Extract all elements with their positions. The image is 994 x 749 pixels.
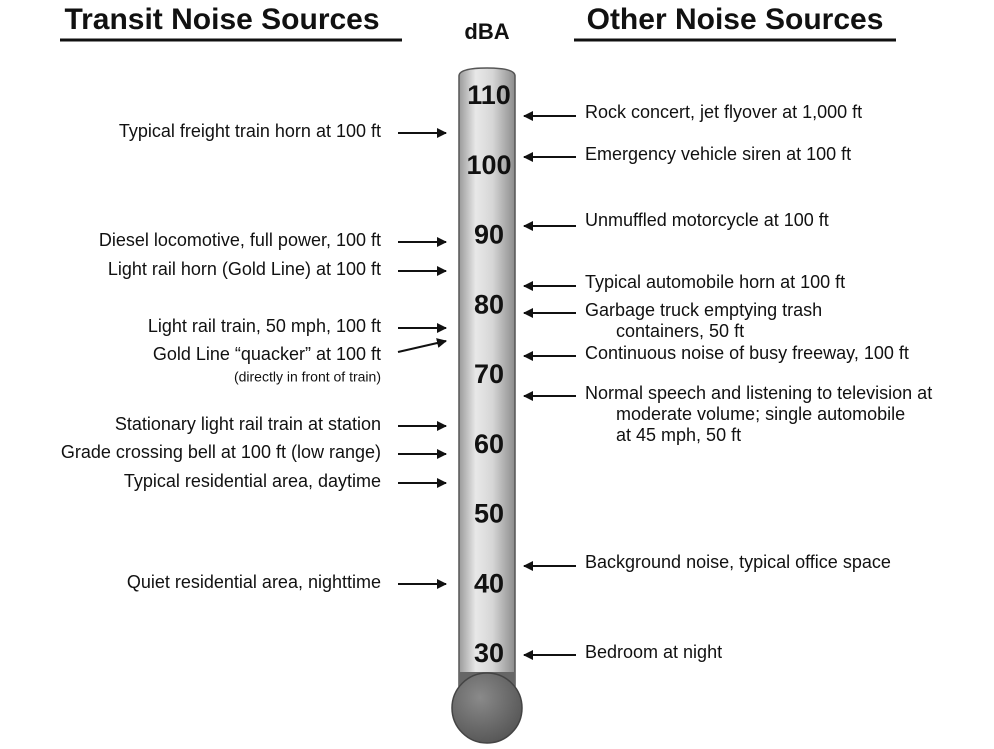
- source-label: Continuous noise of busy freeway, 100 ft: [585, 343, 909, 363]
- source-label: Grade crossing bell at 100 ft (low range…: [61, 442, 381, 462]
- labels: 110 100 90 80 70 60 50 40 30 Typical freight trai…: [61, 80, 932, 668]
- source-label: containers, 50 ft: [616, 321, 744, 341]
- scale-tick: 90: [474, 220, 504, 250]
- source-note: (directly in front of train): [234, 369, 381, 385]
- source-label: Background noise, typical office space: [585, 552, 891, 572]
- source-label: Unmuffled motorcycle at 100 ft: [585, 210, 829, 230]
- source-label: Diesel locomotive, full power, 100 ft: [99, 230, 381, 250]
- source-label: Typical freight train horn at 100 ft: [119, 121, 381, 141]
- scale-tick: 30: [474, 638, 504, 668]
- arrow: [397, 338, 447, 353]
- source-label: Garbage truck emptying trash: [585, 300, 822, 320]
- source-label: at 45 mph, 50 ft: [616, 425, 741, 445]
- scale-tick: 110: [467, 80, 511, 110]
- source-label: Rock concert, jet flyover at 1,000 ft: [585, 102, 862, 122]
- scale-tick: 100: [466, 150, 511, 180]
- source-label: moderate volume; single automobile: [616, 404, 905, 424]
- source-label: Gold Line “quacker” at 100 ft: [153, 344, 381, 364]
- source-label: Normal speech and listening to televisio…: [585, 383, 932, 403]
- source-label: Light rail horn (Gold Line) at 100 ft: [108, 259, 381, 279]
- source-label: Light rail train, 50 mph, 100 ft: [148, 316, 381, 336]
- scale-tick: 80: [474, 289, 504, 319]
- thermometer: [451, 67, 523, 744]
- scale-tick: 50: [474, 499, 504, 529]
- source-label: Quiet residential area, nighttime: [127, 572, 381, 592]
- scale-tick: 40: [474, 568, 504, 598]
- source-label: Typical residential area, daytime: [124, 471, 381, 491]
- source-label: Emergency vehicle siren at 100 ft: [585, 144, 851, 164]
- source-label: Bedroom at night: [585, 642, 722, 662]
- left-title: Transit Noise Sources: [64, 3, 379, 36]
- scale-tick: 60: [474, 429, 504, 459]
- scale-tick: 70: [474, 359, 504, 389]
- unit-label: dBA: [464, 19, 509, 44]
- right-title: Other Noise Sources: [587, 3, 884, 36]
- source-label: Stationary light rail train at station: [115, 414, 381, 434]
- source-label: Typical automobile horn at 100 ft: [585, 272, 845, 292]
